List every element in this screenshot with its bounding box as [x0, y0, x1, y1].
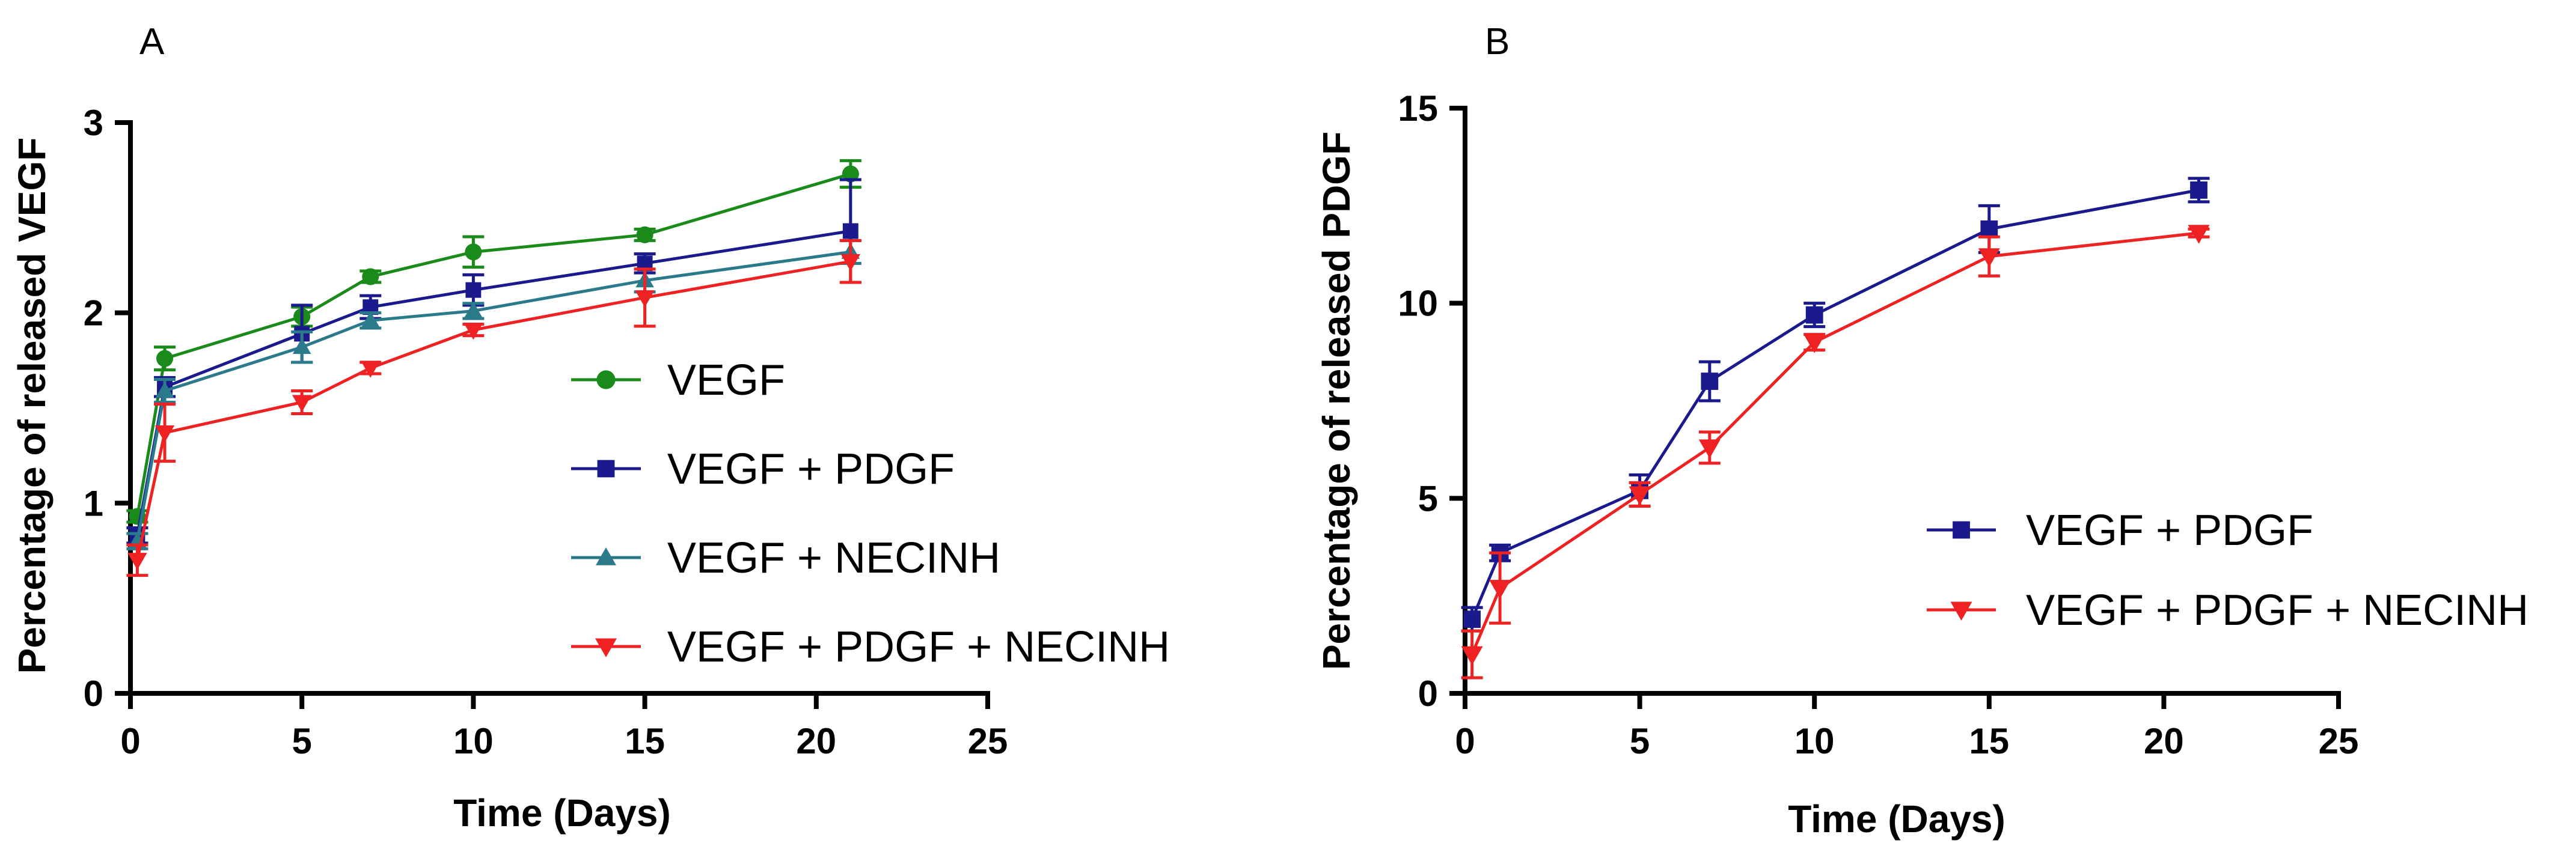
panel-letter-a: A — [139, 21, 165, 62]
data-point-a-1 — [842, 223, 858, 239]
series-line-b-0 — [1470, 188, 2199, 620]
x-tick-label-b: 15 — [1969, 721, 2009, 761]
data-point-b-1 — [1804, 334, 1826, 353]
legend-b: VEGF + PDGF VEGF + PDGF + NECINH — [1927, 507, 2529, 634]
legend-item-a-0: VEGF — [571, 356, 785, 404]
data-point-a-1 — [465, 282, 482, 298]
legend-marker-b-1 — [1950, 601, 1972, 621]
legend-item-b-0: VEGF + PDGF — [1927, 507, 2313, 555]
legend-label-a-3: VEGF + PDGF + NECINH — [667, 623, 1170, 671]
data-point-a-0 — [636, 226, 653, 243]
legend-label-a-0: VEGF — [667, 356, 785, 404]
y-tick-label-a: 1 — [84, 483, 103, 523]
y-tick-label-b: 10 — [1398, 284, 1438, 324]
x-tick-label-b: 25 — [2319, 721, 2359, 761]
data-point-a-3 — [361, 361, 381, 378]
data-point-a-3 — [292, 395, 312, 412]
y-tick-label-b: 15 — [1398, 88, 1438, 129]
data-point-a-2 — [464, 302, 483, 318]
data-point-a-2 — [292, 338, 311, 354]
series-a-3 — [126, 239, 861, 577]
x-tick-label-b: 20 — [2144, 721, 2184, 761]
legend-label-a-2: VEGF + NECINH — [667, 534, 1000, 582]
data-point-a-3 — [840, 254, 861, 272]
ticks-b: 0 5 10 15 20 25 0 5 10 15 — [1398, 88, 2358, 761]
legend-item-b-1: VEGF + PDGF + NECINH — [1927, 586, 2529, 634]
data-point-b-1 — [1461, 646, 1483, 666]
x-tick-label-b: 0 — [1455, 721, 1475, 761]
data-point-a-0 — [156, 350, 174, 367]
data-point-a-0 — [362, 268, 379, 285]
x-tick-label-b: 5 — [1630, 721, 1650, 761]
data-point-b-0 — [1463, 610, 1481, 628]
data-point-b-0 — [2190, 181, 2207, 199]
data-point-b-0 — [1980, 220, 1998, 238]
legend-item-a-1: VEGF + PDGF — [571, 445, 955, 493]
series-group-b — [1461, 177, 2210, 680]
legend-item-a-2: VEGF + NECINH — [571, 534, 1000, 582]
data-point-a-3 — [127, 553, 147, 570]
legend-marker-a-2 — [596, 547, 616, 565]
data-point-b-1 — [1978, 248, 2000, 267]
series-b-1 — [1461, 225, 2210, 680]
panel-a: A 0 5 10 15 20 25 0 1 2 3 Time (Days) Percentage … — [10, 21, 1170, 835]
data-point-a-3 — [635, 290, 655, 308]
data-point-b-1 — [1489, 580, 1511, 599]
legend-label-b-0: VEGF + PDGF — [2026, 507, 2313, 555]
data-point-b-1 — [2188, 225, 2210, 244]
x-tick-label-a: 10 — [453, 721, 494, 761]
series-group-a — [126, 159, 861, 577]
panel-letter-b: B — [1485, 21, 1510, 62]
x-tick-label-a: 5 — [292, 721, 312, 761]
y-tick-label-a: 3 — [84, 103, 103, 143]
y-tick-label-a: 2 — [84, 293, 103, 333]
data-point-a-2 — [155, 382, 174, 398]
legend-label-a-1: VEGF + PDGF — [667, 445, 955, 493]
ticks-a: 0 5 10 15 20 25 0 1 2 3 — [84, 103, 1008, 761]
x-tick-label-a: 20 — [796, 721, 836, 761]
data-point-a-3 — [463, 323, 483, 340]
data-point-b-1 — [1629, 486, 1651, 505]
x-tick-label-a: 0 — [120, 721, 140, 761]
y-axis-title-b: Percentage of released PDGF — [1315, 132, 1358, 670]
legend-marker-a-1 — [597, 460, 615, 478]
x-axis-title-a: Time (Days) — [453, 791, 671, 835]
data-point-b-0 — [1805, 306, 1823, 324]
series-b-0 — [1461, 177, 2210, 633]
legend-label-b-1: VEGF + PDGF + NECINH — [2026, 586, 2529, 634]
x-axis-title-b: Time (Days) — [1788, 797, 2005, 841]
data-point-a-3 — [154, 425, 175, 443]
panel-b: B 0 5 10 15 20 25 0 5 10 15 Time (Days) Percentag… — [1315, 21, 2529, 841]
legend-a: VEGF VEGF + PDGF VEGF + NECINH VEGF + PDGF … — [571, 356, 1170, 671]
legend-marker-a-3 — [595, 638, 617, 657]
legend-item-a-3: VEGF + PDGF + NECINH — [571, 623, 1170, 671]
legend-marker-b-0 — [1953, 521, 1970, 539]
data-point-a-2 — [361, 311, 380, 327]
x-tick-label-a: 25 — [968, 721, 1008, 761]
y-tick-label-b: 5 — [1418, 478, 1438, 519]
x-tick-label-b: 10 — [1794, 721, 1835, 761]
data-point-a-0 — [465, 243, 482, 261]
data-point-b-1 — [1698, 439, 1721, 458]
y-tick-label-a: 0 — [84, 674, 103, 714]
x-tick-label-a: 15 — [625, 721, 665, 761]
y-tick-label-b: 0 — [1418, 674, 1438, 714]
data-point-b-0 — [1701, 373, 1719, 390]
legend-marker-a-0 — [596, 370, 616, 389]
y-axis-title-a: Percentage of released VEGF — [10, 138, 54, 674]
